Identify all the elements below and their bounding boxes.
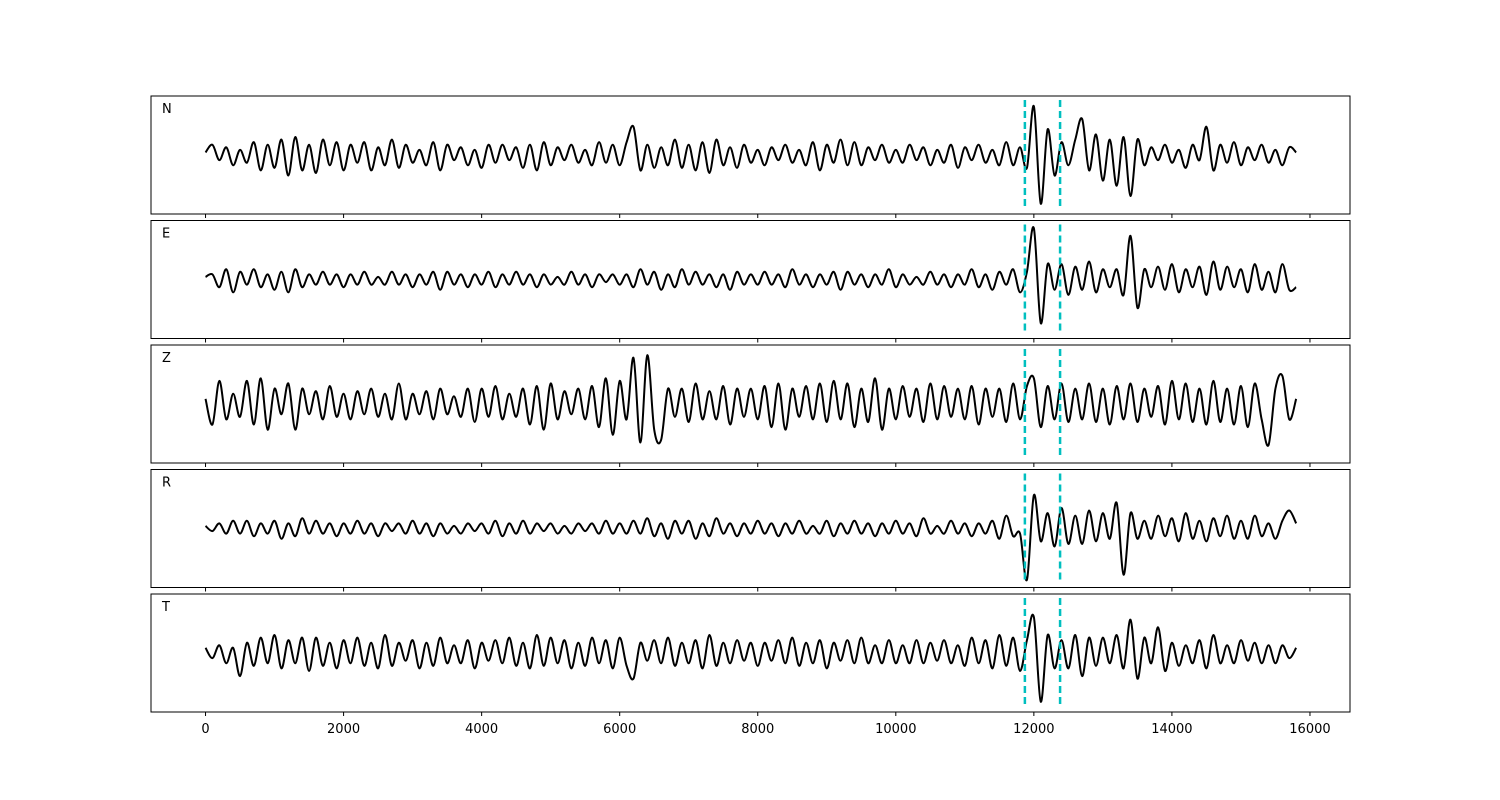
panel-label: T xyxy=(161,600,170,615)
x-tick-label: 12000 xyxy=(1013,722,1054,737)
x-tick-label: 16000 xyxy=(1289,722,1330,737)
panel-frame xyxy=(150,95,1351,215)
panel-label: N xyxy=(162,102,172,117)
trace xyxy=(204,354,1298,447)
x-tick-label: 4000 xyxy=(465,722,498,737)
panel-frame xyxy=(150,469,1351,588)
trace xyxy=(205,226,1297,325)
panel-frame xyxy=(150,344,1351,464)
x-tick-label: 6000 xyxy=(603,722,636,737)
x-tick-label: 10000 xyxy=(875,722,916,737)
trace xyxy=(204,494,1298,581)
panel-label: E xyxy=(162,227,170,242)
trace xyxy=(204,105,1297,205)
panel-label: R xyxy=(162,476,171,491)
x-tick-label: 0 xyxy=(201,722,209,737)
x-tick-label: 8000 xyxy=(741,722,774,737)
panel-frame xyxy=(150,220,1351,339)
panel-label: Z xyxy=(162,351,171,366)
panel-frame xyxy=(150,593,1351,713)
x-tick-label: 2000 xyxy=(327,722,360,737)
x-tick-label: 14000 xyxy=(1151,722,1192,737)
trace xyxy=(204,613,1298,703)
